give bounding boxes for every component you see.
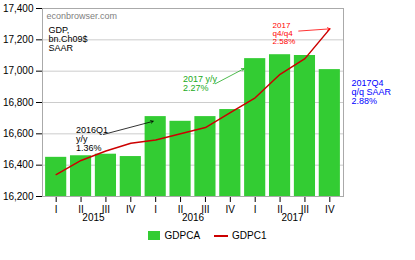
svg-text:II: II bbox=[78, 203, 84, 215]
svg-text:2017q4/q42.58%: 2017q4/q42.58% bbox=[273, 21, 296, 46]
svg-text:2017Q4q/q SAAR2.88%: 2017Q4q/q SAAR2.88% bbox=[352, 78, 392, 106]
svg-text:IV: IV bbox=[126, 204, 136, 215]
svg-text:17,000: 17,000 bbox=[3, 65, 34, 76]
svg-text:GDP,bn.Ch09$SAAR: GDP,bn.Ch09$SAAR bbox=[49, 25, 88, 53]
svg-text:16,400: 16,400 bbox=[3, 159, 34, 170]
svg-text:2016Q1y/y1.36%: 2016Q1y/y1.36% bbox=[76, 125, 108, 153]
svg-text:III: III bbox=[101, 203, 111, 215]
svg-text:III: III bbox=[201, 203, 210, 215]
svg-text:II: II bbox=[277, 203, 283, 215]
svg-text:2015: 2015 bbox=[82, 212, 105, 223]
svg-text:16,200: 16,200 bbox=[3, 191, 34, 202]
svg-text:16,600: 16,600 bbox=[3, 128, 34, 139]
svg-text:econbrowser.com: econbrowser.com bbox=[47, 11, 118, 21]
html-text:GDPCA: GDPCA bbox=[164, 230, 200, 241]
svg-text:I: I bbox=[55, 204, 58, 215]
svg-text:2017 y/y2.27%: 2017 y/y2.27% bbox=[183, 74, 218, 93]
svg-text:II: II bbox=[177, 203, 184, 215]
svg-text:16,800: 16,800 bbox=[3, 97, 34, 108]
svg-text:17,400: 17,400 bbox=[3, 3, 34, 14]
svg-text:I: I bbox=[154, 204, 157, 215]
svg-text:III: III bbox=[300, 203, 310, 215]
svg-text:2017: 2017 bbox=[281, 212, 304, 223]
svg-text:2016: 2016 bbox=[182, 212, 205, 223]
svg-text:IV: IV bbox=[226, 204, 236, 215]
html-text:GDPC1: GDPC1 bbox=[232, 230, 267, 241]
svg-text:17,200: 17,200 bbox=[3, 34, 34, 45]
svg-text:IV: IV bbox=[325, 204, 335, 215]
svg-text:I: I bbox=[254, 204, 257, 215]
